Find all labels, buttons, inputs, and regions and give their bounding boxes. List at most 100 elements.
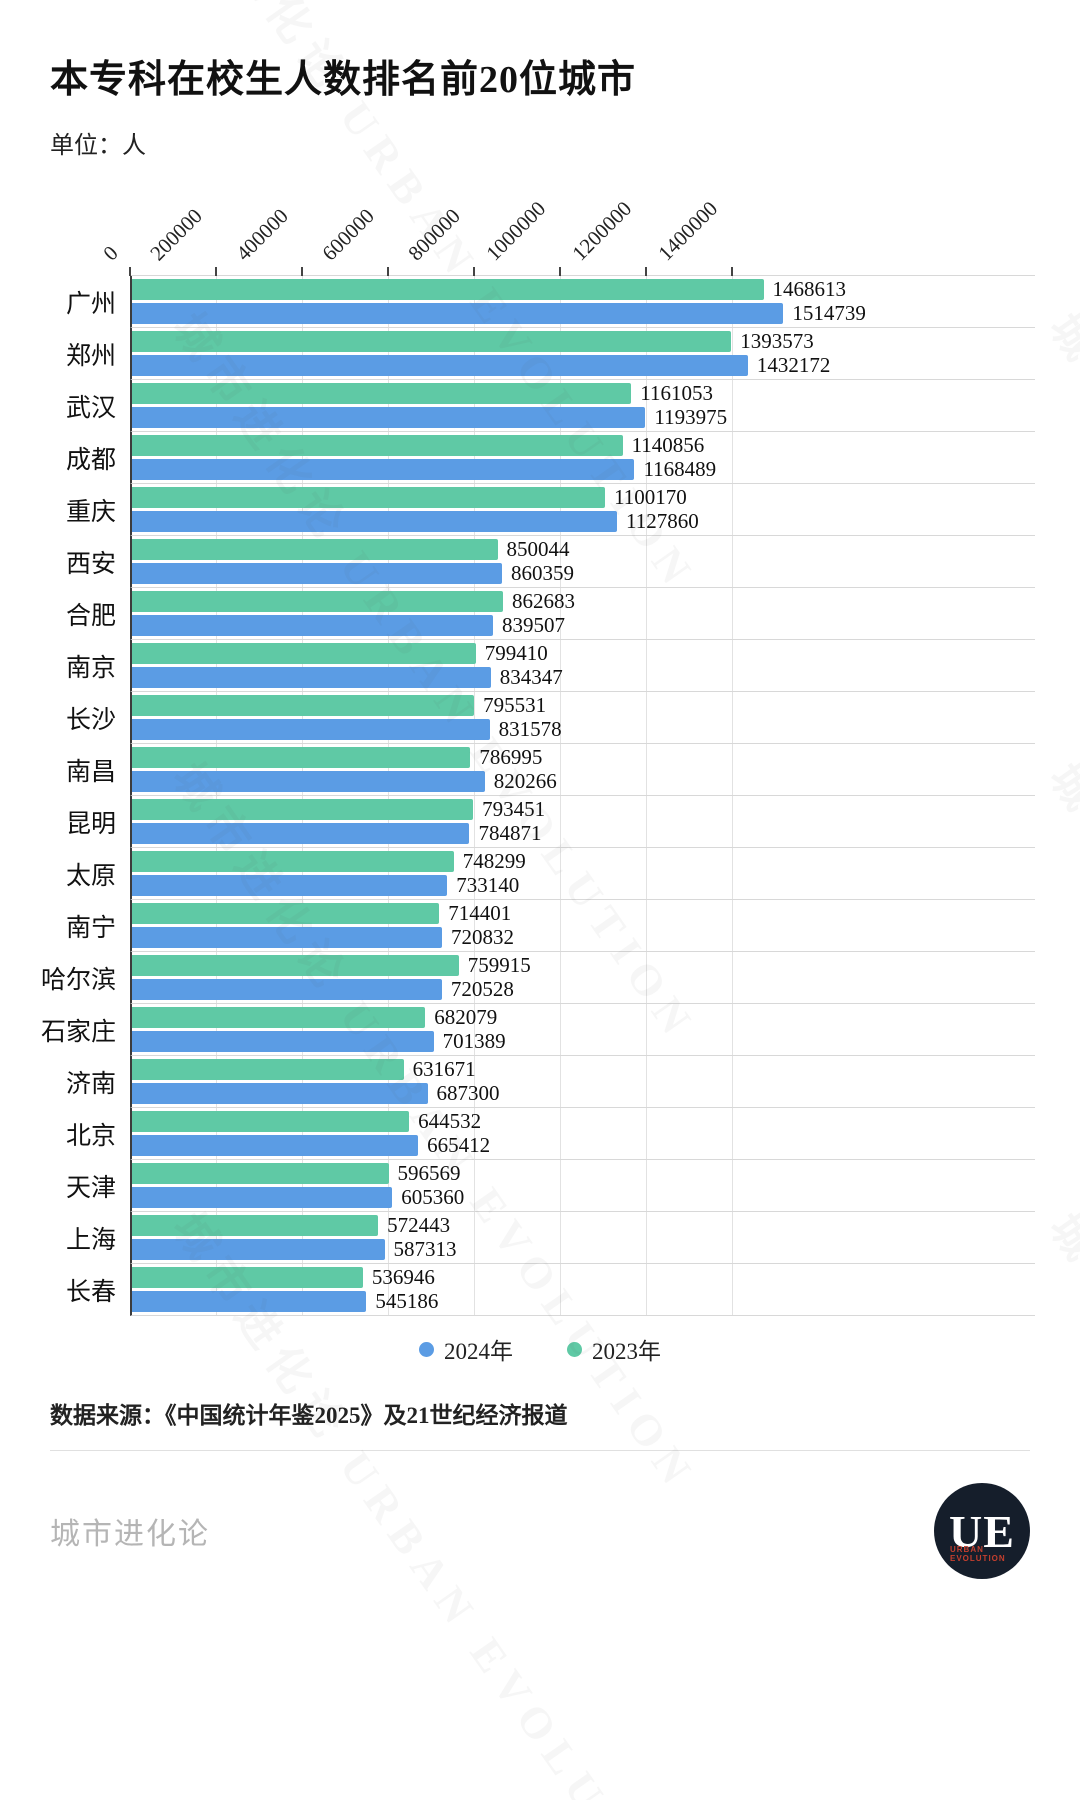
- chart-row: 济南 631671 687300: [0, 1056, 1035, 1108]
- bar-2023年: [132, 591, 503, 612]
- bar-line: 850044: [132, 537, 1035, 561]
- value-label: 1193975: [654, 405, 728, 429]
- category-label: 长春: [65, 1279, 116, 1306]
- bar-group: 1100170 1127860: [130, 484, 1035, 536]
- bar-line: 1168489: [132, 457, 1035, 481]
- value-label: 1514739: [792, 301, 866, 325]
- bar-group: 1468613 1514739: [130, 276, 1035, 328]
- bar-2024年: [132, 615, 493, 636]
- bar-line: 834347: [132, 665, 1035, 689]
- value-label: 631671: [412, 1057, 476, 1081]
- gridline: [474, 276, 475, 1316]
- category-label: 北京: [65, 1123, 116, 1150]
- bar-2024年: [132, 875, 448, 896]
- chart-row: 成都 1140856 1168489: [0, 432, 1035, 484]
- bar-2023年: [132, 1267, 363, 1288]
- value-label: 596569: [397, 1161, 461, 1185]
- bar-group: 682079 701389: [130, 1004, 1035, 1056]
- bar-line: 1468613: [132, 277, 1035, 301]
- bar-line: 759915: [132, 953, 1035, 977]
- bar-group: 799410 834347: [130, 640, 1035, 692]
- chart-row: 哈尔滨 759915 720528: [0, 952, 1035, 1004]
- value-label: 1432172: [756, 353, 831, 377]
- x-tick-label: 800000: [403, 203, 466, 266]
- value-label: 834347: [499, 665, 563, 689]
- bar-chart: 0 200000 400000 600000 800000 1000000 1200000 1…: [0, 168, 1080, 1316]
- bar-2023年: [132, 435, 623, 456]
- bar-2024年: [132, 563, 502, 584]
- bar-line: 720528: [132, 977, 1035, 1001]
- x-tick-mark: [731, 267, 733, 276]
- bar-2023年: [132, 643, 476, 664]
- bar-group: 536946 545186: [130, 1264, 1035, 1316]
- value-label: 759915: [467, 953, 531, 977]
- bar-line: 1514739: [132, 301, 1035, 325]
- footer: 城市进化论 UE URBAN EVOLUTION: [50, 1483, 1030, 1579]
- legend: 2024年 2023年: [0, 1332, 1080, 1366]
- chart-rows: 广州 1468613 1514739 郑州 1393573 1432172 武汉 116105…: [0, 276, 1035, 1316]
- value-label: 665412: [427, 1133, 491, 1157]
- bar-2024年: [132, 927, 442, 948]
- value-label: 795531: [483, 693, 547, 717]
- bar-line: 862683: [132, 589, 1035, 613]
- bar-line: 605360: [132, 1185, 1035, 1209]
- bar-line: 820266: [132, 769, 1035, 793]
- bar-2023年: [132, 279, 764, 300]
- bar-group: 786995 820266: [130, 744, 1035, 796]
- bar-group: 862683 839507: [130, 588, 1035, 640]
- value-label: 687300: [436, 1081, 500, 1105]
- page-title: 本专科在校生人数排名前20位城市: [50, 59, 637, 101]
- legend-label: 2023年: [592, 1339, 661, 1364]
- header: 本专科在校生人数排名前20位城市 单位：人: [0, 0, 1080, 160]
- bar-2024年: [132, 1291, 367, 1312]
- value-label: 1468613: [772, 277, 847, 301]
- bar-group: 572443 587313: [130, 1212, 1035, 1264]
- brand-logo: UE URBAN EVOLUTION: [934, 1483, 1030, 1579]
- bar-2023年: [132, 851, 454, 872]
- gridline: [388, 276, 389, 1316]
- bar-line: 860359: [132, 561, 1035, 585]
- chart-row: 郑州 1393573 1432172: [0, 328, 1035, 380]
- bar-line: 1393573: [132, 329, 1035, 353]
- category-label: 太原: [65, 863, 116, 890]
- x-tick-label: 1400000: [653, 196, 723, 266]
- bar-line: 536946: [132, 1265, 1035, 1289]
- category-label: 天津: [65, 1175, 116, 1202]
- chart-row: 北京 644532 665412: [0, 1108, 1035, 1160]
- bar-2024年: [132, 1031, 434, 1052]
- bar-group: 596569 605360: [130, 1160, 1035, 1212]
- bar-line: 665412: [132, 1133, 1035, 1157]
- gridline: [216, 276, 217, 1316]
- bar-2024年: [132, 459, 635, 480]
- bar-line: 682079: [132, 1005, 1035, 1029]
- value-label: 820266: [493, 769, 557, 793]
- bar-2023年: [132, 1111, 410, 1132]
- value-label: 860359: [510, 561, 574, 585]
- chart-row: 合肥 862683 839507: [0, 588, 1035, 640]
- category-label: 成都: [65, 447, 116, 474]
- bar-group: 793451 784871: [130, 796, 1035, 848]
- x-axis: 0 200000 400000 600000 800000 1000000 1200000 1…: [0, 168, 1035, 276]
- bar-line: 831578: [132, 717, 1035, 741]
- value-label: 682079: [434, 1005, 498, 1029]
- bar-line: 793451: [132, 797, 1035, 821]
- bar-group: 759915 720528: [130, 952, 1035, 1004]
- value-label: 572443: [387, 1213, 451, 1237]
- value-label: 605360: [401, 1185, 465, 1209]
- bar-line: 587313: [132, 1237, 1035, 1261]
- category-label: 哈尔滨: [40, 967, 116, 994]
- value-label: 644532: [418, 1109, 482, 1133]
- bar-2024年: [132, 823, 470, 844]
- bar-2024年: [132, 979, 442, 1000]
- bar-2023年: [132, 1215, 379, 1236]
- bar-line: 687300: [132, 1081, 1035, 1105]
- category-label: 合肥: [65, 603, 116, 630]
- value-label: 1127860: [625, 509, 699, 533]
- bar-line: 1100170: [132, 485, 1035, 509]
- bar-2024年: [132, 1135, 419, 1156]
- value-label: 862683: [511, 589, 575, 613]
- category-label: 长沙: [65, 707, 116, 734]
- bar-line: 786995: [132, 745, 1035, 769]
- brand-name: 城市进化论: [50, 1518, 210, 1551]
